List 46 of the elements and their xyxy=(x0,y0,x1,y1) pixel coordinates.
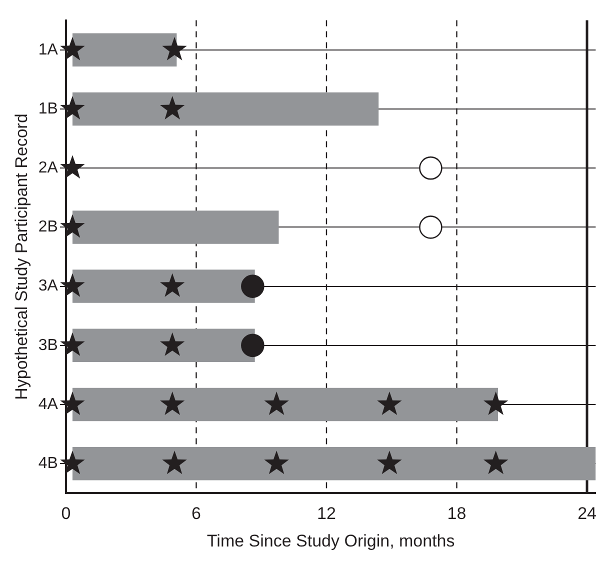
x-tick-label: 6 xyxy=(191,504,201,524)
y-tick-label: 1B xyxy=(38,100,58,118)
x-tick-label: 24 xyxy=(578,504,596,524)
point xyxy=(160,96,185,120)
point xyxy=(60,392,85,416)
bar xyxy=(72,270,255,303)
point xyxy=(60,273,85,297)
y-tick-label: 4A xyxy=(38,396,58,413)
x-tick-label: 12 xyxy=(317,504,336,524)
point xyxy=(60,214,85,238)
bar xyxy=(72,447,596,480)
point xyxy=(241,274,264,298)
y-tick-label: 3B xyxy=(38,336,58,354)
y-tick-label: 1A xyxy=(38,41,58,58)
point xyxy=(377,392,402,416)
bar xyxy=(72,388,498,422)
x-tick-label: 18 xyxy=(447,504,466,524)
point xyxy=(162,36,187,60)
point xyxy=(419,156,442,180)
bar xyxy=(72,328,255,362)
bar xyxy=(72,33,177,66)
x-axis-title: Time Since Study Origin, months xyxy=(206,531,455,550)
point xyxy=(264,392,289,416)
y-tick-label: 2A xyxy=(38,159,58,176)
bar xyxy=(72,210,279,244)
point xyxy=(419,216,442,239)
point xyxy=(377,450,402,474)
point xyxy=(160,392,185,416)
point xyxy=(483,392,508,416)
point xyxy=(483,450,508,474)
point xyxy=(162,450,187,474)
x-tick-label: 0 xyxy=(61,504,71,524)
point xyxy=(60,96,85,120)
y-tick-label: 2B xyxy=(38,218,58,236)
point xyxy=(264,450,289,474)
point xyxy=(60,450,85,474)
point xyxy=(60,155,85,179)
point xyxy=(160,273,185,297)
y-tick-label: 3A xyxy=(38,278,58,295)
y-tick-label: 4B xyxy=(38,455,58,472)
point xyxy=(160,332,185,356)
point xyxy=(60,332,85,356)
point xyxy=(60,36,85,60)
y-axis-title: Hypothetical Study Participant Record xyxy=(12,114,31,400)
bar xyxy=(72,92,379,126)
point xyxy=(241,334,264,358)
